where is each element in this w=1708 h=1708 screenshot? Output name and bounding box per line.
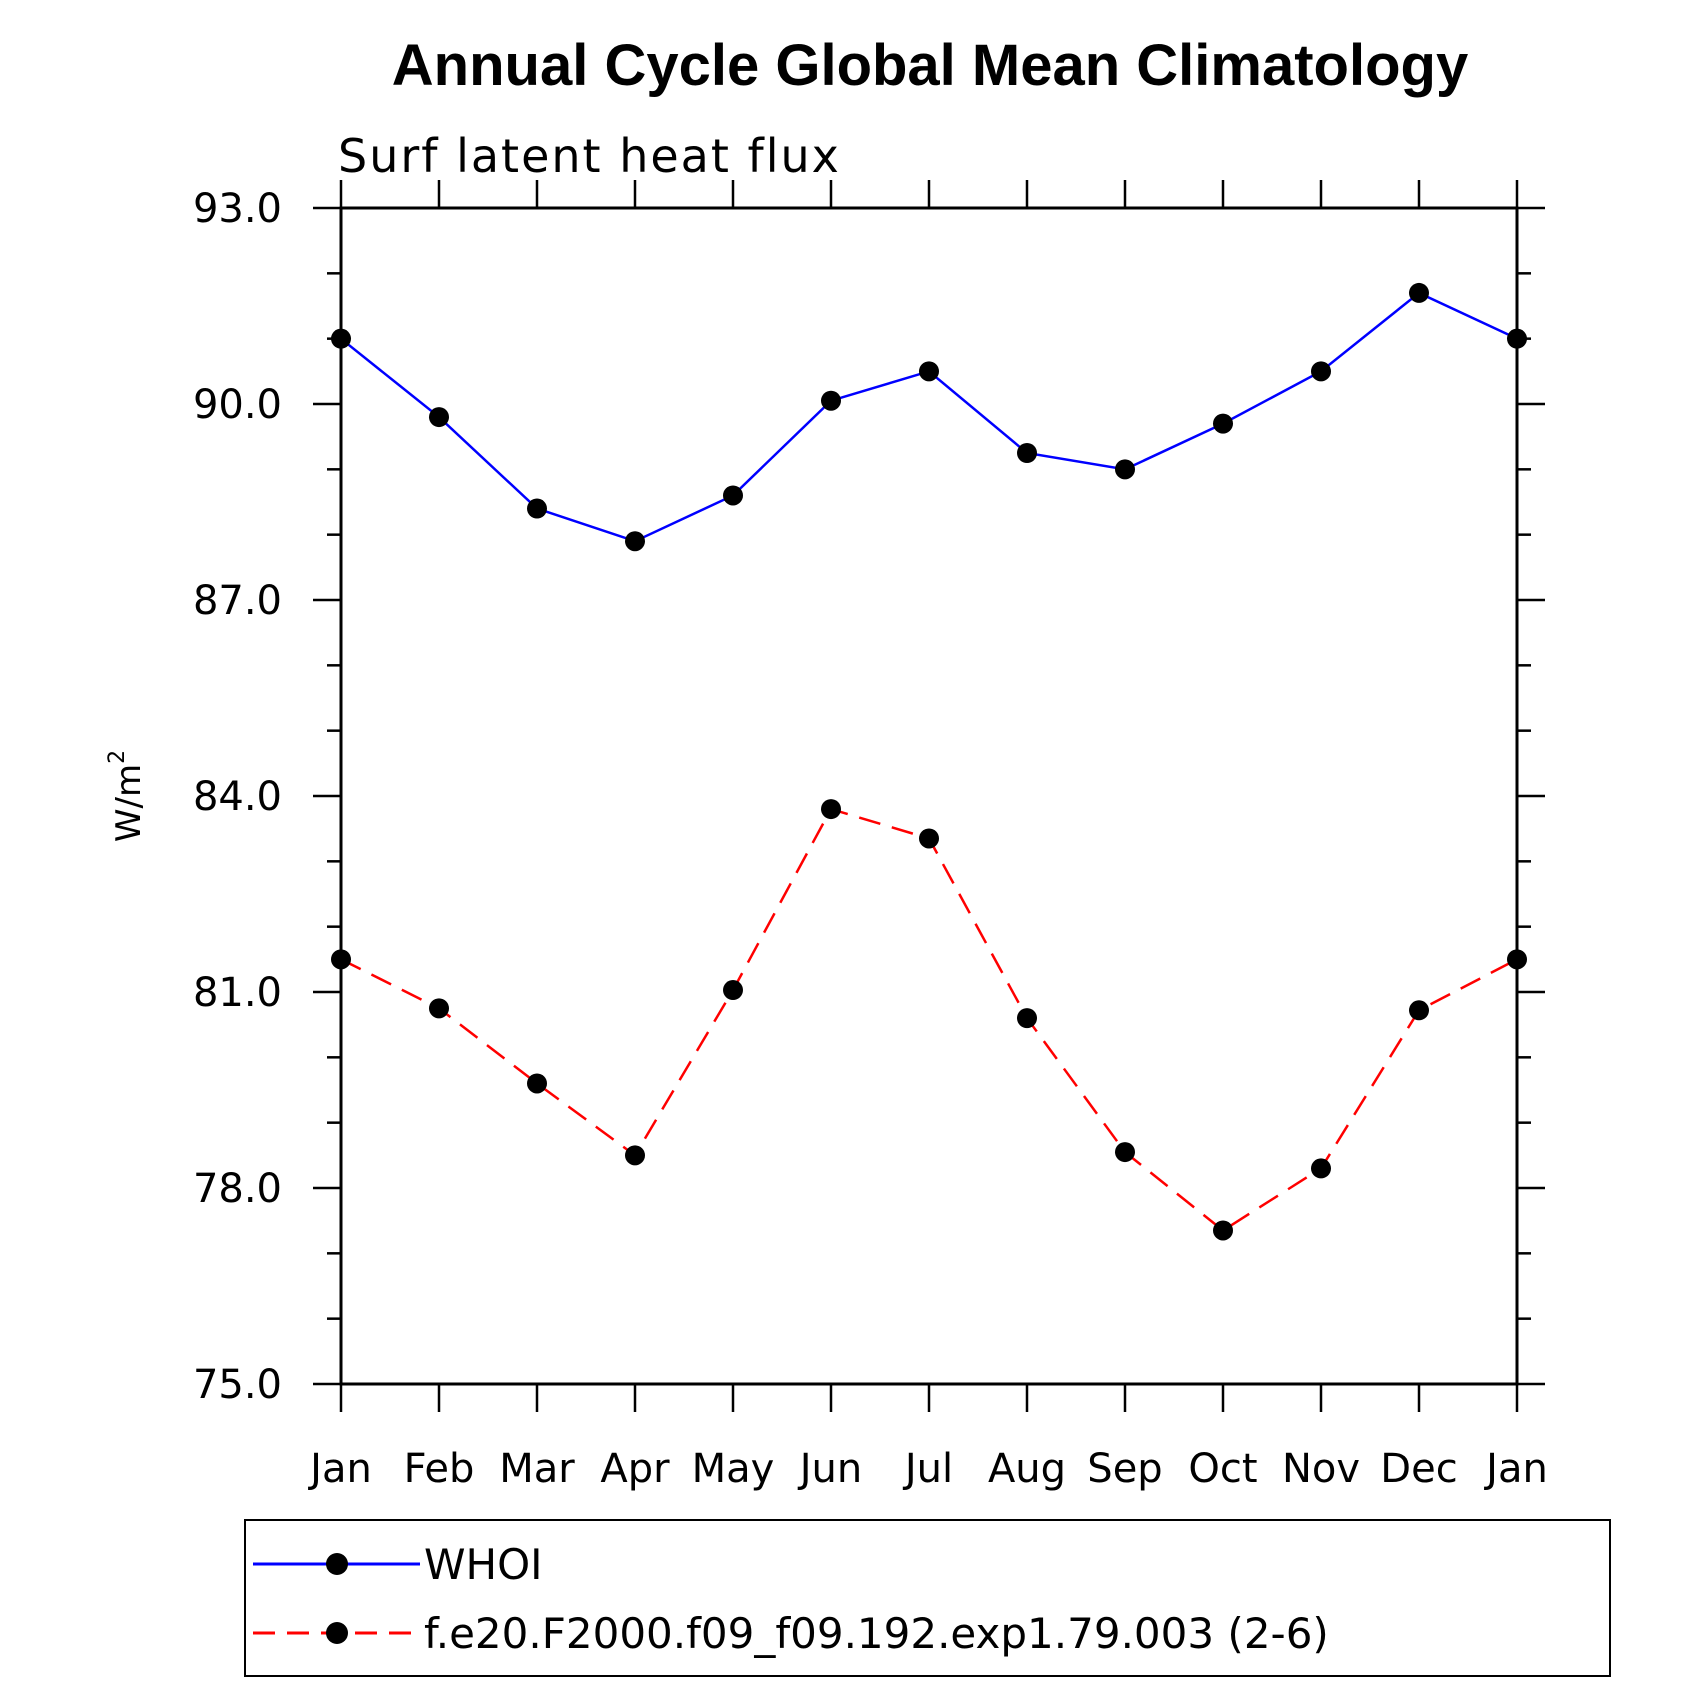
series-1-point bbox=[723, 980, 743, 1001]
y-tick-label: 81.0 bbox=[193, 970, 282, 1016]
series-1-point bbox=[821, 799, 841, 820]
series-1-point bbox=[527, 1073, 547, 1094]
y-tick-label: 78.0 bbox=[193, 1166, 282, 1212]
y-tick-label: 75.0 bbox=[193, 1362, 282, 1408]
legend-box bbox=[244, 1519, 1611, 1677]
series-0-point bbox=[1507, 328, 1527, 349]
plot-frame bbox=[339, 206, 1519, 1386]
chart-title: Annual Cycle Global Mean Climatology bbox=[392, 33, 1468, 98]
series-0-point bbox=[723, 485, 743, 506]
x-tick-label: Aug bbox=[988, 1446, 1066, 1492]
legend-label-model: f.e20.F2000.f09_f09.192.exp1.79.003 (2-6… bbox=[424, 1609, 1329, 1658]
series-1-point bbox=[1017, 1008, 1037, 1029]
x-tick-label: Jan bbox=[1483, 1446, 1548, 1492]
y-tick-label: 84.0 bbox=[193, 774, 282, 820]
series-0-point bbox=[331, 328, 351, 349]
legend-marker-model bbox=[326, 1622, 348, 1644]
y-axis-label-superscript: 2 bbox=[105, 750, 130, 764]
series-line-0 bbox=[340, 291, 1518, 543]
x-tick-label: Jan bbox=[307, 1446, 372, 1492]
x-tick-label: Jun bbox=[797, 1446, 863, 1492]
series-0-point bbox=[429, 407, 449, 428]
legend-label-whoi: WHOI bbox=[424, 1540, 543, 1589]
axis-ticks bbox=[313, 180, 1545, 1412]
y-tick-label: 90.0 bbox=[193, 382, 282, 428]
series-0-point bbox=[1311, 361, 1331, 382]
x-tick-label: Oct bbox=[1188, 1446, 1257, 1492]
x-tick-label: May bbox=[692, 1446, 775, 1492]
series-1-point bbox=[1311, 1158, 1331, 1179]
x-tick-label: Jul bbox=[902, 1446, 953, 1492]
series-0-point bbox=[1213, 413, 1233, 434]
legend-entry-whoi: WHOI bbox=[253, 1540, 543, 1589]
series-0-point bbox=[821, 390, 841, 411]
series-0-point bbox=[919, 361, 939, 382]
x-tick-labels: Jan Feb Mar Apr May Jun Jul Aug Sep Oct Nov Dec Jan bbox=[307, 1446, 1548, 1492]
series-1-point bbox=[1213, 1220, 1233, 1241]
series-0-point bbox=[527, 498, 547, 519]
legend-marker-whoi bbox=[326, 1553, 348, 1575]
series-0-point bbox=[625, 531, 645, 552]
series-0-point bbox=[1409, 282, 1429, 303]
x-tick-label: Feb bbox=[404, 1446, 475, 1492]
y-tick-label: 93.0 bbox=[193, 186, 282, 232]
series-1-point bbox=[1507, 949, 1527, 970]
y-axis-label-text: W/m bbox=[109, 764, 149, 842]
series-0-point bbox=[1017, 443, 1037, 463]
x-tick-label: Dec bbox=[1380, 1446, 1457, 1492]
series-1-point bbox=[625, 1145, 645, 1166]
x-tick-label: Apr bbox=[600, 1446, 670, 1492]
series-1-point bbox=[429, 998, 449, 1019]
legend-entry-model: f.e20.F2000.f09_f09.192.exp1.79.003 (2-6… bbox=[253, 1609, 1329, 1658]
x-tick-label: Sep bbox=[1087, 1446, 1162, 1492]
x-tick-label: Mar bbox=[499, 1446, 575, 1492]
series-line-1 bbox=[340, 807, 1518, 1232]
chart-subtitle: Surf latent heat flux bbox=[338, 129, 841, 183]
series-layer bbox=[331, 282, 1527, 1241]
x-tick-label: Nov bbox=[1282, 1446, 1360, 1492]
series-1-point bbox=[331, 949, 351, 970]
y-axis-label: W/m2 bbox=[105, 750, 149, 842]
series-1-point bbox=[919, 828, 939, 849]
y-tick-labels: 75.0 78.0 81.0 84.0 87.0 90.0 93.0 bbox=[193, 186, 282, 1408]
series-1-point bbox=[1409, 1000, 1429, 1021]
y-tick-label: 87.0 bbox=[193, 578, 282, 624]
series-1-point bbox=[1115, 1142, 1135, 1163]
series-0-point bbox=[1115, 459, 1135, 480]
